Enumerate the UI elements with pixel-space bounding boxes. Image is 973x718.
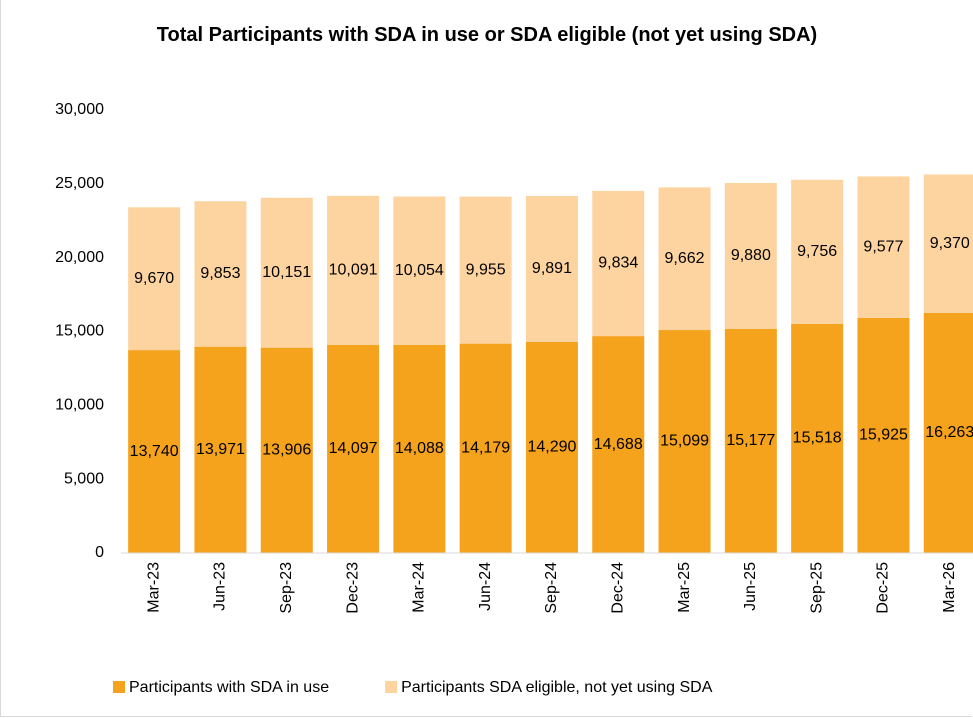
x-tick-label: Mar-24 [411, 562, 428, 613]
data-label: 10,151 [262, 264, 311, 281]
y-tick-label: 0 [95, 544, 104, 561]
data-label: 9,662 [665, 250, 705, 267]
bar-segment [724, 182, 777, 329]
bar-segment [923, 174, 973, 313]
bar-segment [592, 336, 645, 553]
data-label: 9,756 [797, 243, 837, 260]
chart-title: Total Participants with SDA in use or SD… [156, 24, 818, 46]
data-label: 9,880 [731, 247, 771, 264]
bar-segment [525, 195, 578, 342]
legend-swatch [385, 681, 398, 693]
legend-swatch [113, 681, 125, 693]
bar-segment [128, 350, 181, 553]
data-label: 13,906 [262, 442, 311, 459]
data-label: 15,518 [793, 430, 842, 447]
x-tick-label: Mar-25 [676, 562, 693, 613]
data-label: 16,263 [925, 424, 973, 441]
data-label: 15,177 [726, 432, 775, 449]
bar-segment [791, 323, 844, 553]
bar-segment [393, 344, 446, 553]
y-tick-label: 5,000 [64, 470, 104, 487]
data-label: 14,179 [461, 440, 510, 457]
y-tick-label: 10,000 [55, 397, 104, 414]
data-label: 10,054 [395, 262, 444, 279]
x-tick-label: Jun-25 [742, 562, 759, 611]
bar-segment [393, 196, 446, 345]
y-tick-label: 20,000 [55, 249, 104, 266]
data-label: 15,925 [859, 427, 908, 444]
x-tick-label: Jun-24 [477, 562, 494, 611]
bar-segment [525, 341, 578, 553]
x-tick-label: Sep-24 [543, 562, 560, 614]
data-label: 9,834 [598, 255, 638, 272]
legend-label: Participants SDA eligible, not yet using… [401, 679, 713, 696]
data-label: 9,853 [200, 265, 240, 282]
data-label: 9,891 [532, 260, 572, 277]
bar-segment [724, 328, 777, 553]
data-label: 14,688 [594, 436, 643, 453]
bar-segment [658, 187, 711, 331]
data-label: 13,971 [196, 441, 245, 458]
bar-segment [260, 347, 313, 553]
data-label: 9,577 [863, 238, 903, 255]
data-label: 10,091 [329, 262, 378, 279]
data-label: 14,290 [527, 439, 576, 456]
bar-segment [459, 196, 512, 344]
x-tick-label: Dec-25 [875, 562, 892, 614]
bar-segment [128, 207, 181, 351]
bar-segment [327, 195, 380, 345]
bar-segment [857, 176, 910, 318]
data-label: 9,370 [930, 235, 970, 252]
legend-label: Participants with SDA in use [129, 679, 329, 696]
data-label: 9,670 [134, 270, 174, 287]
bar-segment [857, 317, 910, 553]
y-tick-label: 30,000 [55, 101, 104, 118]
x-tick-label: Sep-25 [808, 562, 825, 614]
bar-segment [194, 346, 247, 553]
data-label: 9,955 [466, 261, 506, 278]
data-label: 14,097 [329, 440, 378, 457]
bar-segment [592, 190, 645, 337]
x-tick-label: Jun-23 [212, 562, 229, 611]
y-tick-label: 25,000 [55, 175, 104, 192]
bar-segment [459, 343, 512, 553]
x-tick-label: Mar-23 [145, 562, 162, 613]
x-tick-label: Dec-23 [344, 562, 361, 614]
bar-segment [194, 201, 247, 347]
bar-segment [658, 330, 711, 553]
data-label: 14,088 [395, 440, 444, 457]
bar-segment [923, 312, 973, 553]
x-tick-label: Sep-23 [278, 562, 295, 614]
bar-segment [327, 344, 380, 553]
bar-segment [260, 197, 313, 348]
data-label: 13,740 [130, 443, 179, 460]
data-label: 15,099 [660, 433, 709, 450]
y-tick-label: 15,000 [55, 323, 104, 340]
x-tick-label: Dec-24 [609, 562, 626, 614]
bar-segment [791, 179, 844, 324]
x-tick-label: Mar-26 [941, 562, 958, 613]
